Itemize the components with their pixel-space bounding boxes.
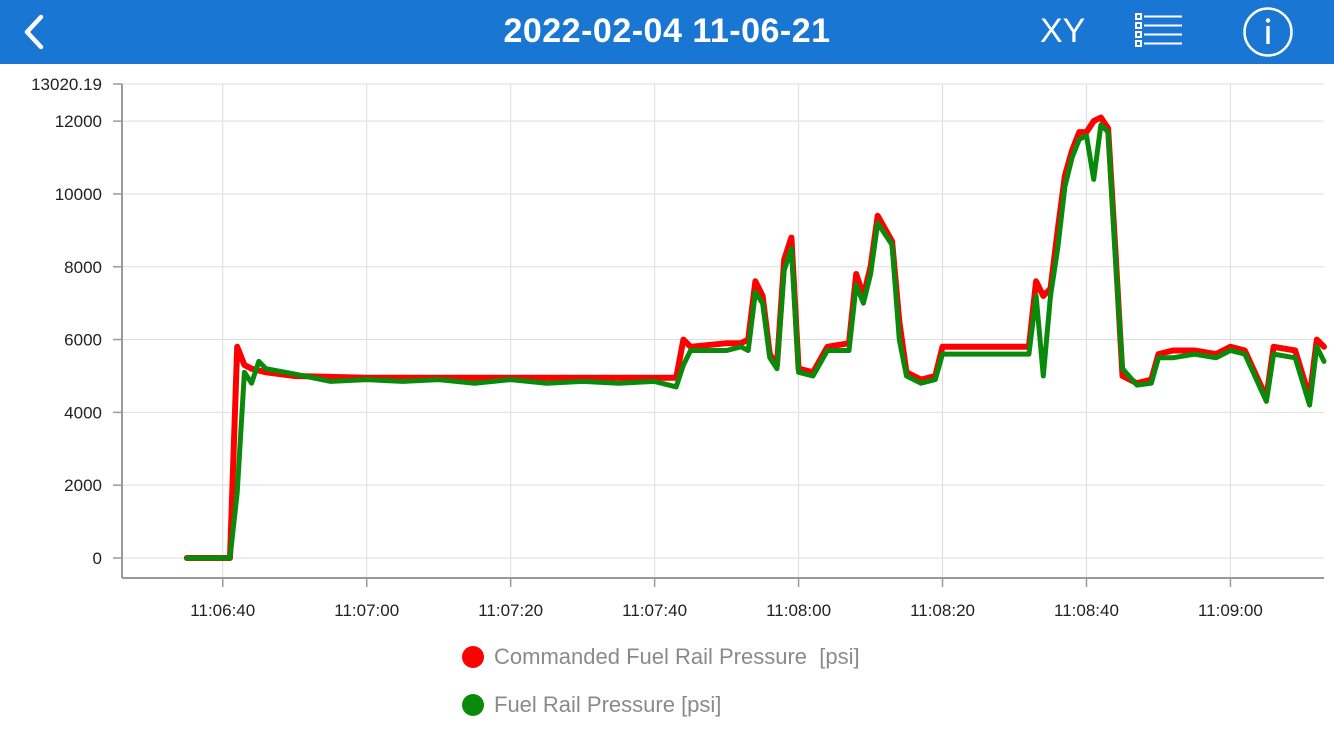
legend-item-actual[interactable]: Fuel Rail Pressure [psi]: [462, 690, 721, 720]
y-tick-label: 8000: [64, 258, 102, 277]
legend-swatch-actual: [462, 694, 484, 716]
x-tick-label: 11:07:20: [478, 601, 543, 620]
x-tick-label: 11:08:00: [766, 601, 831, 620]
legend-item-commanded[interactable]: Commanded Fuel Rail Pressure [psi]: [462, 642, 860, 672]
xy-toggle-button[interactable]: XY: [1040, 12, 1086, 50]
legend-label-commanded: Commanded Fuel Rail Pressure [psi]: [494, 644, 860, 669]
x-tick-label: 11:08:40: [1054, 601, 1119, 620]
x-tick-label: 11:06:40: [190, 601, 255, 620]
y-tick-label: 4000: [64, 403, 102, 422]
y-tick-label: 13020.19: [31, 75, 102, 94]
legend-swatch-commanded: [462, 646, 484, 668]
x-tick-label: 11:07:40: [622, 601, 687, 620]
x-tick-label: 11:07:00: [334, 601, 399, 620]
x-tick-label: 11:09:00: [1198, 601, 1263, 620]
info-icon: [1243, 7, 1293, 57]
series-list-button[interactable]: [1132, 10, 1186, 54]
back-button[interactable]: [14, 10, 58, 54]
chevron-left-icon: [24, 14, 44, 50]
list-icon: [1135, 13, 1182, 47]
series-line-actual: [184, 122, 1327, 561]
y-tick-label: 10000: [55, 185, 102, 204]
top-bar: 2022-02-04 11-06-21 XY: [0, 0, 1334, 64]
line-chart: 13020.19 0 2000 4000 6000 8000 10000 12000 11:06…: [31, 75, 1327, 620]
x-tick-label: 11:08:20: [910, 601, 975, 620]
info-button[interactable]: [1240, 6, 1296, 58]
y-tick-label: 12000: [55, 112, 102, 131]
y-tick-label: 2000: [64, 476, 102, 495]
series-line-commanded: [183, 114, 1327, 561]
y-tick-label: 0: [93, 549, 102, 568]
legend-label-actual: Fuel Rail Pressure [psi]: [494, 692, 722, 717]
y-tick-label: 6000: [64, 331, 102, 350]
